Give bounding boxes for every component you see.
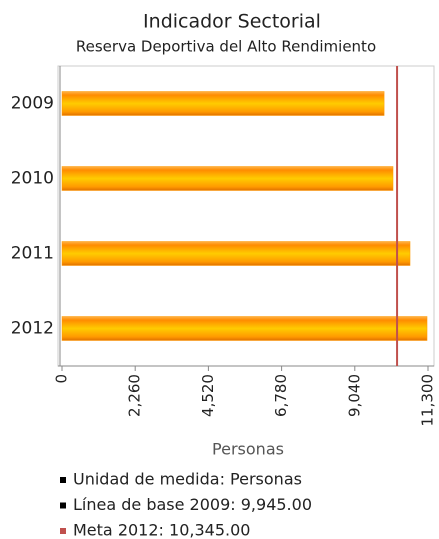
legend-label: Meta 2012: 10,345.00 xyxy=(73,521,250,539)
bar xyxy=(61,316,428,341)
legend-bullet xyxy=(60,477,66,483)
x-tick-label: 0 xyxy=(53,374,71,384)
bar xyxy=(61,166,394,191)
x-tick-label: 4,520 xyxy=(199,374,217,417)
x-tick-label: 6,780 xyxy=(272,374,290,417)
bar xyxy=(61,91,385,116)
legend-label: Línea de base 2009: 9,945.00 xyxy=(73,495,312,514)
y-tick-label: 2010 xyxy=(11,169,54,189)
chart-title: Indicador Sectorial xyxy=(143,11,321,33)
x-axis-title: Personas xyxy=(212,440,284,459)
x-tick-label: 9,040 xyxy=(345,374,363,417)
legend-bullet xyxy=(60,502,66,509)
y-tick-label: 2012 xyxy=(11,319,54,339)
y-tick-label: 2009 xyxy=(11,94,54,114)
x-tick-label: 2,260 xyxy=(126,374,144,417)
legend-bullet xyxy=(60,528,66,534)
chart-subtitle: Reserva Deportiva del Alto Rendimiento xyxy=(76,38,376,56)
y-tick-label: 2011 xyxy=(11,244,54,264)
bar xyxy=(61,241,411,266)
legend-label: Unidad de medida: Personas xyxy=(73,470,302,489)
x-tick-label: 11,300 xyxy=(419,374,437,427)
